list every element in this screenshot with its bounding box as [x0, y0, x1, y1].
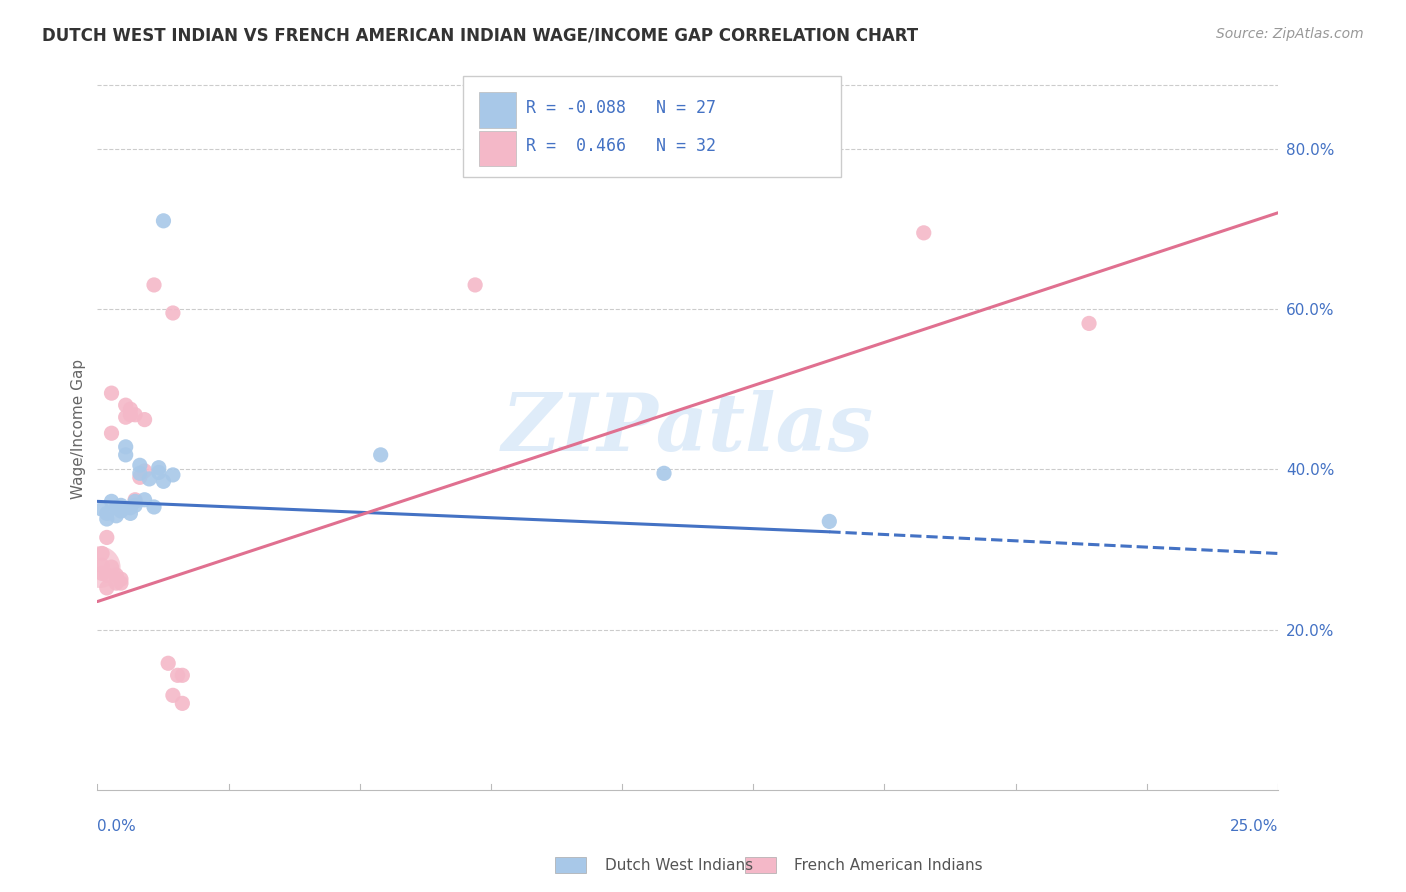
Point [162, 467, 184, 482]
Point [464, 277, 486, 292]
Point [100, 494, 122, 508]
Point [162, 306, 184, 320]
Text: R = -0.088   N = 27: R = -0.088 N = 27 [526, 99, 716, 117]
Text: ZIPatlas: ZIPatlas [502, 391, 873, 468]
Text: R =  0.466   N = 32: R = 0.466 N = 32 [526, 137, 716, 155]
Point [128, 470, 150, 484]
Point [91, 558, 114, 573]
Point [152, 214, 174, 228]
Point [124, 499, 146, 513]
Point [96, 512, 118, 526]
Point [134, 492, 156, 507]
Point [110, 576, 132, 591]
Point [143, 277, 166, 292]
Point [370, 448, 392, 462]
Point [912, 226, 935, 240]
Point [143, 500, 166, 514]
FancyBboxPatch shape [478, 93, 516, 128]
Point [96, 531, 118, 545]
Point [100, 386, 122, 401]
Point [124, 494, 146, 508]
Text: 0.0%: 0.0% [97, 819, 136, 834]
Point [105, 500, 128, 515]
Point [105, 508, 128, 523]
Point [120, 408, 142, 422]
Point [96, 568, 118, 582]
Point [134, 412, 156, 426]
Point [91, 546, 114, 560]
Point [148, 466, 170, 480]
Point [157, 657, 180, 671]
Text: Source: ZipAtlas.com: Source: ZipAtlas.com [1216, 27, 1364, 41]
Point [110, 504, 132, 518]
Point [89, 560, 111, 574]
Point [96, 507, 118, 521]
Point [128, 467, 150, 481]
Point [114, 448, 136, 462]
Point [105, 568, 128, 582]
Point [114, 440, 136, 454]
Point [172, 697, 194, 711]
Point [114, 398, 136, 412]
Point [1078, 317, 1101, 331]
Point [91, 566, 114, 581]
Text: DUTCH WEST INDIAN VS FRENCH AMERICAN INDIAN WAGE/INCOME GAP CORRELATION CHART: DUTCH WEST INDIAN VS FRENCH AMERICAN IND… [42, 27, 918, 45]
Point [100, 426, 122, 441]
Point [120, 402, 142, 417]
Point [110, 499, 132, 513]
Point [152, 475, 174, 489]
Y-axis label: Wage/Income Gap: Wage/Income Gap [72, 359, 86, 500]
Text: Dutch West Indians: Dutch West Indians [605, 858, 752, 872]
Point [120, 500, 142, 515]
Point [148, 460, 170, 475]
Point [100, 560, 122, 574]
Point [124, 408, 146, 422]
Point [124, 492, 146, 507]
Point [162, 689, 184, 703]
Point [110, 572, 132, 586]
Point [96, 581, 118, 595]
Point [128, 458, 150, 473]
Point [818, 515, 841, 529]
Point [134, 464, 156, 478]
Text: 25.0%: 25.0% [1230, 819, 1278, 834]
Text: French American Indians: French American Indians [794, 858, 983, 872]
Point [652, 467, 675, 481]
Point [166, 668, 188, 682]
FancyBboxPatch shape [464, 76, 841, 177]
Point [105, 576, 128, 591]
Point [138, 472, 160, 486]
Point [172, 668, 194, 682]
Point [114, 410, 136, 425]
Point [120, 507, 142, 521]
FancyBboxPatch shape [478, 130, 516, 166]
Point [91, 502, 114, 516]
